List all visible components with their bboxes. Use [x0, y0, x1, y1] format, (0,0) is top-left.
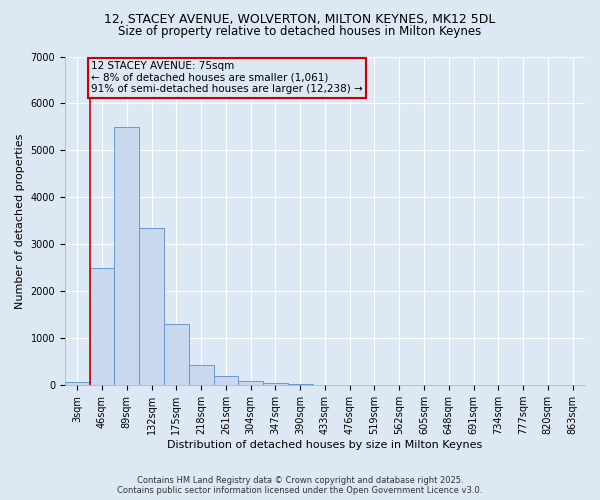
Bar [263, 383, 288, 385]
Text: 12 STACEY AVENUE: 75sqm
← 8% of detached houses are smaller (1,061)
91% of semi-: 12 STACEY AVENUE: 75sqm ← 8% of detached… [91, 61, 362, 94]
Bar [89, 268, 115, 385]
Bar [288, 384, 313, 385]
Bar [65, 382, 89, 385]
Bar [164, 324, 189, 385]
X-axis label: Distribution of detached houses by size in Milton Keynes: Distribution of detached houses by size … [167, 440, 482, 450]
Text: 12, STACEY AVENUE, WOLVERTON, MILTON KEYNES, MK12 5DL: 12, STACEY AVENUE, WOLVERTON, MILTON KEY… [104, 12, 496, 26]
Bar [238, 380, 263, 385]
Bar [214, 376, 238, 385]
Text: Contains HM Land Registry data © Crown copyright and database right 2025.
Contai: Contains HM Land Registry data © Crown c… [118, 476, 482, 495]
Y-axis label: Number of detached properties: Number of detached properties [15, 133, 25, 308]
Bar [139, 228, 164, 385]
Bar [189, 365, 214, 385]
Text: Size of property relative to detached houses in Milton Keynes: Size of property relative to detached ho… [118, 25, 482, 38]
Bar [115, 127, 139, 385]
